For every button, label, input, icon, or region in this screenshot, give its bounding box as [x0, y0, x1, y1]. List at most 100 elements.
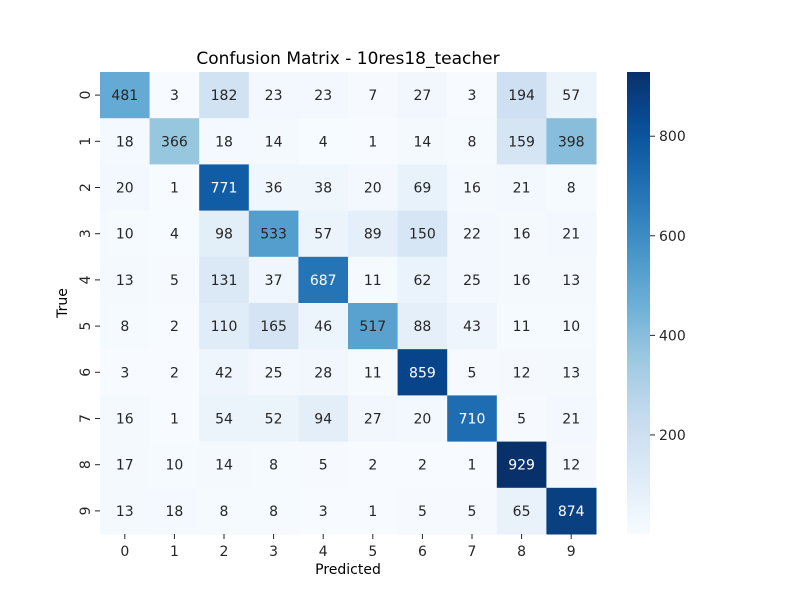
heatmap-cell	[496, 164, 547, 212]
x-tick-label: 9	[567, 544, 576, 560]
heatmap-cell	[496, 303, 547, 350]
heatmap-cell	[149, 441, 200, 489]
heatmap-cell	[100, 395, 151, 443]
heatmap-cell	[546, 118, 597, 165]
cell-value-label: 98	[215, 227, 233, 243]
x-tick-label: 0	[120, 544, 129, 560]
cell-value-label: 57	[314, 227, 332, 243]
heatmap-cell	[298, 118, 349, 165]
heatmap-cell	[298, 72, 349, 119]
cell-value-label: 69	[413, 181, 431, 197]
heatmap-cell	[149, 72, 200, 119]
heatmap-cell	[397, 72, 448, 119]
cell-value-label: 7	[368, 88, 377, 104]
heatmap-cell	[348, 441, 399, 489]
cell-value-label: 710	[459, 412, 486, 428]
heatmap-cell	[149, 487, 200, 535]
y-tick-label: 5	[78, 322, 94, 331]
cell-value-label: 8	[567, 181, 576, 197]
colorbar-gradient	[627, 72, 650, 534]
cell-value-label: 687	[310, 273, 337, 289]
cell-value-label: 2	[170, 319, 179, 335]
heatmap-cell	[447, 164, 498, 212]
heatmap-cell	[100, 349, 151, 396]
heatmap-cell	[397, 164, 448, 212]
heatmap-cell	[298, 395, 349, 443]
heatmap-cell	[100, 441, 151, 489]
heatmap-cell	[348, 210, 399, 258]
heatmap-cell	[397, 349, 448, 396]
y-tick-label: 9	[78, 506, 94, 515]
y-tick-label: 1	[78, 137, 94, 146]
heatmap-cell	[496, 487, 547, 535]
heatmap-cell	[298, 487, 349, 535]
x-tick-label: 6	[418, 544, 427, 560]
cell-value-label: 4	[319, 134, 328, 150]
heatmap-cell	[149, 395, 200, 443]
cell-value-label: 21	[562, 412, 580, 428]
cell-value-label: 10	[116, 227, 134, 243]
cell-value-label: 1	[368, 504, 377, 520]
cell-value-label: 38	[314, 181, 332, 197]
cell-value-label: 13	[562, 365, 580, 381]
cell-value-label: 94	[314, 412, 332, 428]
heatmap-cell	[397, 118, 448, 165]
heatmap-cell	[546, 303, 597, 350]
cell-value-label: 21	[513, 181, 531, 197]
cell-value-label: 8	[220, 504, 229, 520]
cell-value-label: 16	[463, 181, 481, 197]
heatmap-cell	[348, 256, 399, 304]
cell-value-label: 1	[468, 458, 477, 474]
heatmap-cell	[199, 303, 250, 350]
heatmap-cell	[546, 210, 597, 258]
cell-value-label: 874	[558, 504, 585, 520]
cell-value-label: 27	[413, 88, 431, 104]
heatmap-cell	[546, 487, 597, 535]
cell-value-label: 18	[116, 134, 134, 150]
heatmap-cell	[546, 441, 597, 489]
cell-value-label: 12	[562, 458, 580, 474]
cell-value-label: 13	[116, 273, 134, 289]
heatmap-cell	[397, 441, 448, 489]
heatmap-cell	[100, 487, 151, 535]
cell-value-label: 62	[413, 273, 431, 289]
cell-value-label: 182	[211, 88, 238, 104]
cell-value-label: 150	[409, 227, 436, 243]
heatmap-cell	[298, 349, 349, 396]
cell-value-label: 23	[265, 88, 283, 104]
colorbar-tick-label: 600	[659, 229, 686, 245]
y-axis-ticks: 0 1 2 3 4 5 6 7 8 9	[78, 91, 100, 515]
x-tick-label: 4	[319, 544, 328, 560]
heatmap-cell	[248, 303, 299, 350]
cell-value-label: 37	[265, 273, 283, 289]
cell-value-label: 16	[513, 227, 531, 243]
heatmap-cell	[447, 395, 498, 443]
heatmap-cell	[496, 72, 547, 119]
cell-value-label: 859	[409, 365, 436, 381]
cell-value-label: 46	[314, 319, 332, 335]
cell-value-label: 11	[364, 273, 382, 289]
cell-value-label: 2	[368, 458, 377, 474]
heatmap-cell	[496, 118, 547, 165]
heatmap-cell	[100, 303, 151, 350]
heatmap-cell	[348, 164, 399, 212]
heatmap-cell	[199, 349, 250, 396]
cell-value-label: 8	[120, 319, 129, 335]
cell-value-label: 517	[359, 319, 386, 335]
cell-value-label: 13	[562, 273, 580, 289]
cell-value-label: 88	[413, 319, 431, 335]
heatmap-cell	[100, 72, 151, 119]
x-tick-label: 3	[269, 544, 278, 560]
cell-value-label: 1	[170, 412, 179, 428]
heatmap-cell	[397, 487, 448, 535]
cell-value-label: 25	[265, 365, 283, 381]
cell-value-label: 42	[215, 365, 233, 381]
x-axis-title: Predicted	[315, 562, 381, 578]
cell-value-label: 5	[468, 504, 477, 520]
heatmap-cell	[546, 256, 597, 304]
y-tick-label: 4	[78, 275, 94, 284]
cell-value-label: 23	[314, 88, 332, 104]
heatmap-cell	[298, 441, 349, 489]
heatmap-cell	[149, 118, 200, 165]
